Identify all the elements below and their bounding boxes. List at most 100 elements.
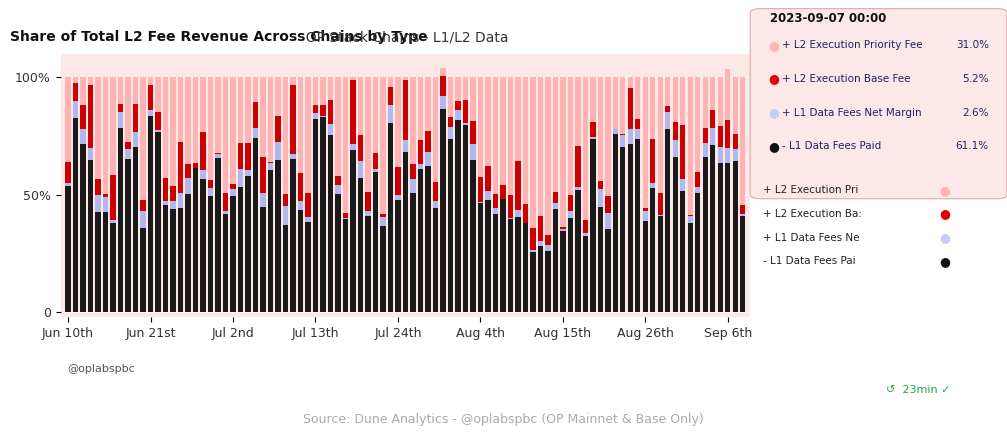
- Bar: [583, 220, 588, 233]
- Bar: [733, 149, 738, 161]
- Bar: [590, 140, 595, 312]
- Text: - L1 Data Fees Pai: - L1 Data Fees Pai: [763, 256, 856, 267]
- Bar: [275, 77, 281, 116]
- Bar: [598, 77, 603, 181]
- Bar: [350, 149, 355, 312]
- Bar: [448, 117, 453, 127]
- Bar: [320, 117, 325, 312]
- Bar: [133, 147, 138, 312]
- Bar: [733, 77, 738, 134]
- Bar: [485, 77, 490, 166]
- Bar: [81, 105, 86, 129]
- Bar: [508, 218, 513, 219]
- Bar: [642, 77, 648, 208]
- Bar: [366, 211, 371, 216]
- Bar: [598, 181, 603, 189]
- Bar: [455, 110, 460, 120]
- Bar: [170, 187, 175, 200]
- Bar: [703, 143, 708, 157]
- Bar: [350, 144, 355, 149]
- Bar: [508, 77, 513, 195]
- Bar: [710, 145, 715, 312]
- Bar: [733, 161, 738, 312]
- Bar: [531, 250, 536, 252]
- Bar: [253, 138, 258, 312]
- Bar: [410, 179, 416, 194]
- Bar: [448, 77, 453, 117]
- Bar: [583, 77, 588, 220]
- Bar: [583, 233, 588, 236]
- Bar: [410, 165, 416, 179]
- Bar: [328, 77, 333, 100]
- Bar: [133, 104, 138, 132]
- Bar: [342, 77, 348, 213]
- Bar: [666, 129, 671, 312]
- Bar: [463, 100, 468, 123]
- Bar: [373, 153, 378, 169]
- Text: ●: ●: [768, 106, 779, 119]
- Bar: [725, 120, 730, 148]
- Bar: [575, 190, 580, 312]
- Bar: [103, 194, 108, 197]
- Bar: [733, 134, 738, 149]
- Bar: [305, 193, 310, 217]
- Bar: [538, 77, 543, 216]
- Text: ●: ●: [768, 140, 779, 153]
- Bar: [545, 251, 551, 312]
- Bar: [178, 77, 183, 143]
- Bar: [680, 191, 686, 312]
- Bar: [313, 77, 318, 105]
- Bar: [298, 174, 303, 200]
- Bar: [620, 147, 625, 312]
- Text: + L2 Execution Base Fee: + L2 Execution Base Fee: [782, 74, 911, 84]
- Bar: [396, 195, 401, 200]
- Bar: [516, 77, 521, 161]
- Bar: [381, 214, 386, 217]
- Bar: [455, 102, 460, 110]
- Bar: [560, 77, 566, 226]
- Bar: [73, 101, 79, 118]
- Text: 61.1%: 61.1%: [956, 141, 989, 152]
- Bar: [703, 128, 708, 143]
- Bar: [342, 213, 348, 218]
- Text: - L1 Data Fees Paid: - L1 Data Fees Paid: [782, 141, 882, 152]
- Bar: [373, 77, 378, 153]
- Bar: [680, 77, 686, 125]
- Bar: [658, 77, 663, 193]
- Bar: [111, 175, 116, 220]
- Bar: [642, 208, 648, 211]
- Bar: [185, 194, 190, 312]
- Bar: [155, 130, 161, 132]
- Bar: [381, 77, 386, 214]
- Bar: [81, 77, 86, 105]
- Bar: [253, 77, 258, 102]
- Bar: [396, 167, 401, 195]
- Bar: [178, 143, 183, 193]
- Bar: [155, 77, 161, 112]
- Bar: [612, 130, 618, 134]
- Bar: [65, 183, 70, 186]
- Bar: [545, 77, 551, 235]
- Bar: [155, 112, 161, 130]
- Bar: [290, 77, 296, 85]
- Bar: [118, 104, 123, 111]
- Bar: [568, 77, 573, 195]
- Bar: [207, 196, 213, 312]
- Bar: [666, 112, 671, 129]
- Bar: [718, 126, 723, 146]
- Bar: [740, 205, 745, 214]
- Bar: [433, 77, 438, 182]
- Bar: [725, 148, 730, 163]
- Bar: [651, 188, 656, 312]
- Bar: [96, 212, 101, 312]
- Bar: [418, 165, 423, 169]
- Bar: [627, 77, 633, 88]
- Bar: [275, 116, 281, 142]
- Bar: [523, 77, 528, 203]
- Bar: [635, 129, 640, 140]
- Bar: [388, 87, 393, 105]
- Bar: [238, 187, 243, 312]
- Bar: [111, 77, 116, 175]
- Bar: [103, 212, 108, 312]
- Bar: [425, 166, 431, 312]
